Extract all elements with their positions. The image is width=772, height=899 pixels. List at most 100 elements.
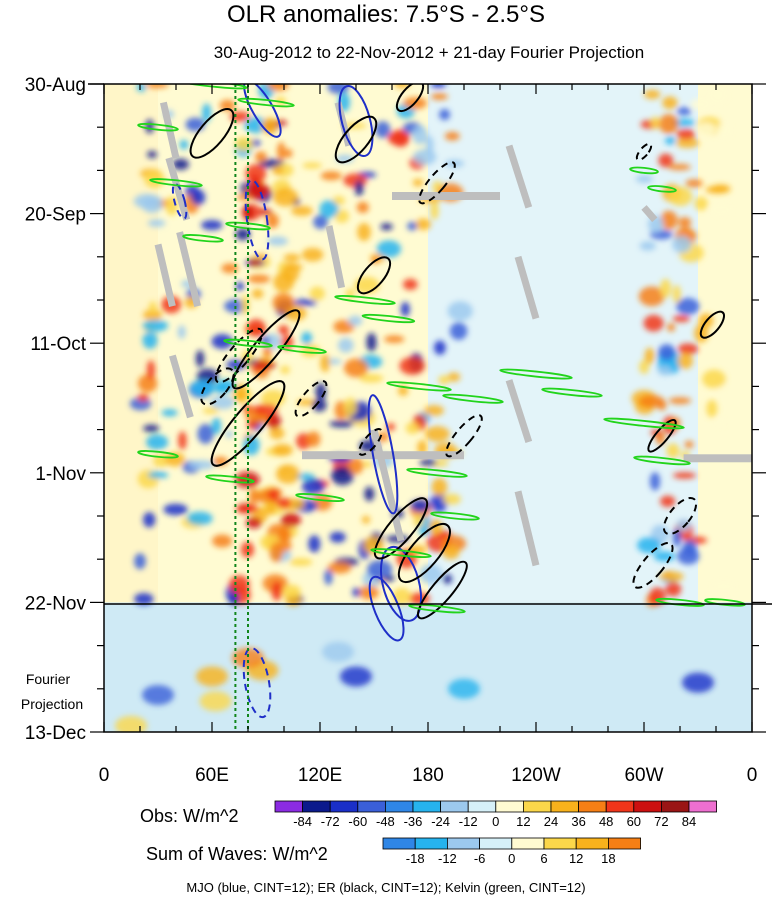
field-blob [320, 353, 330, 373]
projection-label-line1: Fourier [26, 671, 71, 687]
mjo-contour [171, 182, 188, 220]
field-blob [639, 241, 656, 251]
field-blob [185, 117, 206, 132]
field-blob [312, 399, 327, 412]
field-blob [202, 407, 219, 414]
field-blob [320, 171, 342, 181]
kelvin-contour [541, 387, 603, 398]
kelvin-contour [430, 511, 480, 521]
field-blob [711, 582, 736, 591]
field-blob [354, 180, 364, 196]
field-blobs [115, 84, 736, 732]
colorbar-swatch [688, 800, 718, 813]
field-blob [342, 122, 367, 129]
colorbar-swatch [382, 837, 416, 850]
field-blob [394, 84, 410, 89]
field-blob [677, 353, 693, 369]
missing-data-streak [370, 428, 405, 542]
colorbar-tick-label: -18 [406, 851, 425, 866]
field-blob [439, 109, 451, 121]
field-blob [442, 493, 461, 505]
field-blob [638, 286, 665, 307]
x-tick-label: 0 [747, 765, 758, 786]
field-blob [225, 430, 234, 439]
field-blob [147, 471, 169, 479]
field-blob [163, 503, 188, 516]
field-blob [430, 201, 439, 220]
field-blob [675, 137, 700, 148]
er-contour [635, 142, 653, 161]
waves-colorbar: Sum of Waves: W/m^2 -18 -12 -6 0 6 12 18 [146, 837, 642, 866]
kelvin-contour [647, 185, 677, 193]
field-blob [302, 162, 322, 169]
field-blob [359, 374, 384, 383]
field-blob [267, 236, 289, 246]
missing-data-streak [169, 354, 194, 419]
kelvin-contour [603, 417, 685, 430]
colorbar-tick-label: 0 [492, 814, 499, 829]
field-blob [352, 587, 361, 597]
kelvin-contour [629, 166, 659, 175]
field-blob [676, 128, 696, 140]
kelvin-contour [277, 344, 327, 354]
field-blob [402, 278, 418, 290]
field-blob [696, 122, 716, 136]
colorbar-tick-label: 12 [516, 814, 530, 829]
projection-blob [115, 715, 147, 732]
waves-colorbar-label: Sum of Waves: W/m^2 [146, 844, 328, 864]
field-blob [289, 558, 313, 567]
field-blob [236, 194, 252, 201]
field-blob [244, 117, 268, 134]
field-blob [384, 335, 405, 344]
field-blob [329, 531, 346, 543]
mjo-contour [367, 394, 399, 515]
field-blob [438, 375, 450, 385]
field-blob [676, 519, 691, 532]
field-blob [234, 136, 254, 152]
field-blob [235, 504, 259, 513]
field-blob [366, 332, 377, 352]
field-blob [142, 319, 169, 332]
er-contour [397, 523, 451, 584]
field-blob [407, 221, 418, 231]
field-blob [337, 337, 354, 353]
field-blob [296, 399, 317, 406]
field-blob [413, 514, 424, 528]
field-blob [273, 272, 295, 293]
colorbar-tick-label: -12 [438, 851, 457, 866]
field-blob [660, 210, 678, 230]
field-blob [449, 322, 468, 340]
field-blob [161, 409, 178, 417]
field-blob [415, 218, 431, 231]
colorbar-tick-label: 6 [540, 851, 547, 866]
reference-lines [234, 84, 249, 732]
colorbar-tick-label: -12 [459, 814, 478, 829]
field-blob [405, 422, 420, 435]
er-contour [358, 428, 383, 456]
colorbar-swatch [495, 800, 524, 813]
hovmoller-plot: 0 60E 120E 180 120W 60W 0 30-Aug 20-Sep 11-Oct 1-… [21, 75, 772, 786]
field-blob [148, 301, 157, 314]
kelvin-contour [386, 381, 452, 392]
field-blob [684, 440, 694, 449]
missing-data-streak [165, 157, 191, 221]
field-blob [172, 158, 189, 170]
field-blob [694, 196, 708, 211]
field-blob [143, 424, 160, 433]
field-blob [685, 179, 703, 188]
field-blob [649, 587, 666, 605]
mjo-contour [242, 647, 272, 719]
field-blob [343, 358, 369, 378]
kelvin-contour [182, 234, 224, 243]
projection-blob [682, 672, 714, 693]
field-blob [146, 434, 169, 450]
er-contour [699, 310, 725, 339]
er-contour [189, 108, 235, 159]
er-contour [647, 418, 677, 453]
field-blob [143, 512, 156, 528]
field-blob [284, 148, 293, 158]
obs-colorbar-label: Obs: W/m^2 [140, 806, 238, 826]
colorbar-tick-label: -24 [431, 814, 450, 829]
projection-blob [232, 647, 264, 668]
field-blob [356, 201, 369, 213]
